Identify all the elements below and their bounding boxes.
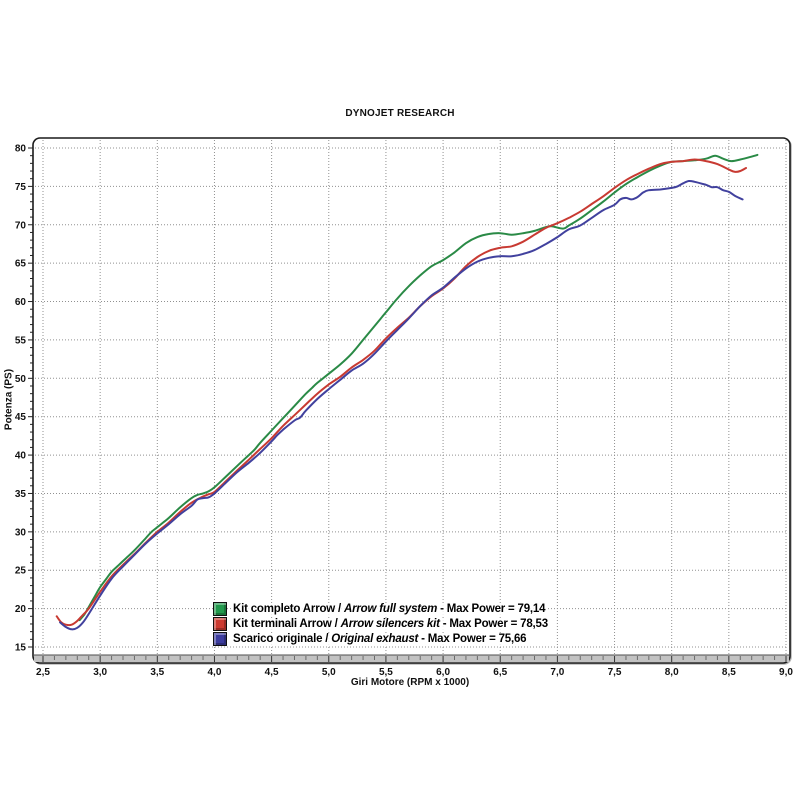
- y-tick-label: 55: [15, 335, 27, 346]
- y-tick-label: 15: [15, 643, 27, 654]
- y-tick-label: 25: [15, 566, 27, 577]
- y-tick-label: 80: [15, 144, 27, 155]
- x-tick-label: 7,5: [608, 667, 622, 678]
- chart-legend: Kit completo Arrow / Arrow full system -…: [213, 601, 549, 646]
- legend-label: Kit completo Arrow / Arrow full system -…: [232, 602, 547, 615]
- chart-title: DYNOJET RESEARCH: [345, 108, 455, 119]
- y-tick-label: 35: [15, 489, 27, 500]
- legend-swatch-icon: [213, 616, 227, 631]
- legend-item: Scarico originale / Original exhaust - M…: [213, 631, 549, 646]
- legend-label: Kit terminali Arrow / Arrow silencers ki…: [232, 617, 549, 630]
- y-tick-label: 40: [15, 451, 27, 462]
- x-tick-label: 6,5: [493, 667, 507, 678]
- y-tick-label: 70: [15, 220, 27, 231]
- x-axis-title: Giri Motore (RPM x 1000): [350, 677, 470, 688]
- series-line-kit-completo-arrow: [78, 153, 759, 622]
- y-tick-label: 75: [15, 182, 27, 193]
- x-tick-label: 8,5: [722, 667, 736, 678]
- legend-swatch-icon: [213, 631, 227, 646]
- x-tick-label: 5,0: [322, 667, 336, 678]
- x-tick-label: 4,5: [265, 667, 279, 678]
- legend-item: Kit completo Arrow / Arrow full system -…: [213, 601, 549, 616]
- series-line-scarico-originale: [59, 179, 744, 631]
- x-tick-label: 2,5: [36, 667, 50, 678]
- x-tick-label: 4,0: [208, 667, 222, 678]
- x-tick-label: 9,0: [779, 667, 793, 678]
- x-tick-label: 8,0: [665, 667, 679, 678]
- y-tick-label: 45: [15, 412, 27, 423]
- y-tick-label: 50: [15, 374, 27, 385]
- y-tick-label: 20: [15, 604, 27, 615]
- y-tick-label: 30: [15, 527, 27, 538]
- legend-label: Scarico originale / Original exhaust - M…: [232, 632, 528, 645]
- legend-item: Kit terminali Arrow / Arrow silencers ki…: [213, 616, 549, 631]
- x-tick-label: 6,0: [436, 667, 450, 678]
- x-tick-label: 3,5: [150, 667, 164, 678]
- y-tick-label: 60: [15, 297, 27, 308]
- x-tick-label: 7,0: [550, 667, 564, 678]
- x-axis-tick-band: [34, 655, 789, 662]
- y-axis-title: Potenza (PS): [3, 368, 15, 431]
- y-tick-label: 65: [15, 259, 27, 270]
- plot-frame: [32, 137, 791, 664]
- x-tick-label: 3,0: [93, 667, 107, 678]
- legend-swatch-icon: [213, 601, 227, 616]
- x-tick-label: 5,5: [379, 667, 393, 678]
